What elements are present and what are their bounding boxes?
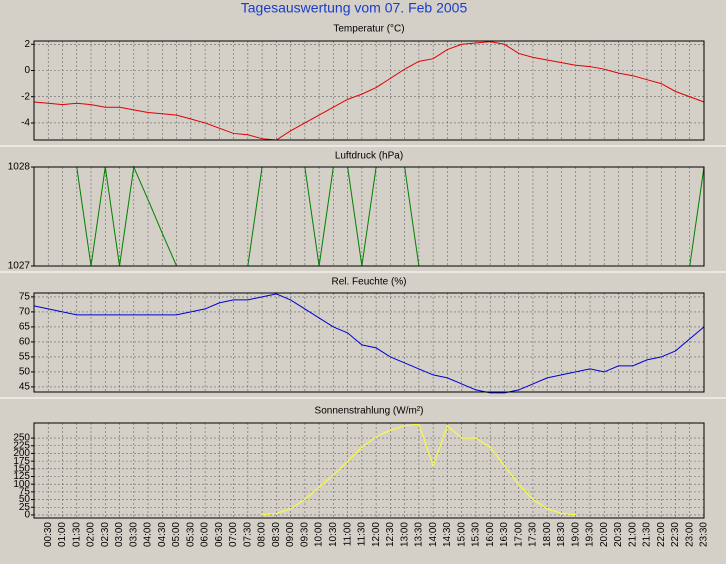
y-tick-label: 55 <box>19 352 31 363</box>
x-tick-label: 11:30 <box>357 522 368 547</box>
data-line <box>33 41 705 141</box>
x-tick-label: 08:00 <box>257 522 268 547</box>
x-tick-label: 05:00 <box>171 522 182 547</box>
y-tick-label: 250 <box>13 433 30 444</box>
x-tick-label: 18:00 <box>542 522 553 547</box>
x-tick-label: 20:00 <box>599 522 610 547</box>
y-tick-label: 50 <box>19 367 31 378</box>
y-tick-label: 0 <box>24 510 30 521</box>
y-tick-label: 225 <box>13 440 30 451</box>
x-tick-label: 12:30 <box>385 522 396 547</box>
y-tick-label: 60 <box>19 337 31 348</box>
panel-title: Rel. Feuchte (%) <box>331 277 406 288</box>
plot-border <box>33 40 705 141</box>
plot-border <box>33 292 705 393</box>
x-tick-label: 16:00 <box>485 522 496 547</box>
plot-border <box>33 422 705 519</box>
plot-area <box>34 293 704 392</box>
y-tick-label: -2 <box>21 91 30 102</box>
y-tick-label: 125 <box>13 471 30 482</box>
panel-title: Temperatur (°C) <box>333 24 404 35</box>
x-tick-label: 05:30 <box>185 522 196 547</box>
y-tick-label: 1028 <box>8 162 31 173</box>
x-tick-label: 15:00 <box>456 522 467 547</box>
x-tick-label: 21:00 <box>627 522 638 547</box>
y-tick-label: 2 <box>24 39 30 50</box>
y-tick-label: 100 <box>13 479 30 490</box>
x-tick-label: 12:00 <box>371 522 382 547</box>
x-tick-label: 19:30 <box>585 522 596 547</box>
y-tick-label: 200 <box>13 448 30 459</box>
x-tick-label: 10:30 <box>328 522 339 547</box>
x-tick-label: 01:00 <box>57 522 68 547</box>
data-line <box>262 423 576 516</box>
y-tick-label: -4 <box>21 118 30 129</box>
y-tick-label: 175 <box>13 456 30 467</box>
panel-title: Sonnenstrahlung (W/m²) <box>315 406 424 417</box>
x-tick-label: 11:00 <box>342 522 353 547</box>
x-tick-label: 17:00 <box>513 522 524 547</box>
x-tick-label: 22:30 <box>670 522 681 547</box>
x-tick-label: 10:00 <box>314 522 325 547</box>
plot-border <box>33 166 705 267</box>
x-tick-label: 04:30 <box>157 522 168 547</box>
plot-area <box>34 423 704 518</box>
x-tick-label: 07:00 <box>228 522 239 547</box>
x-tick-label: 07:30 <box>242 522 253 547</box>
x-tick-label: 09:00 <box>285 522 296 547</box>
y-tick-label: 0 <box>24 65 30 76</box>
y-tick-label: 75 <box>19 292 31 303</box>
x-tick-label: 16:30 <box>499 522 510 547</box>
x-tick-label: 08:30 <box>271 522 282 547</box>
x-tick-label: 19:00 <box>570 522 581 547</box>
panel-title: Luftdruck (hPa) <box>335 151 403 162</box>
x-tick-label: 00:30 <box>43 522 54 547</box>
y-tick-label: 65 <box>19 322 31 333</box>
x-tick-label: 13:30 <box>414 522 425 547</box>
x-tick-label: 09:30 <box>299 522 310 547</box>
x-tick-label: 06:30 <box>214 522 225 547</box>
x-tick-label: 15:30 <box>471 522 482 547</box>
x-tick-label: 02:30 <box>100 522 111 547</box>
x-tick-label: 14:00 <box>428 522 439 547</box>
y-tick-label: 150 <box>13 463 30 474</box>
x-tick-label: 23:00 <box>684 522 695 547</box>
x-tick-label: 17:30 <box>528 522 539 547</box>
x-tick-label: 06:00 <box>200 522 211 547</box>
x-tick-label: 23:30 <box>699 522 710 547</box>
y-tick-label: 45 <box>19 382 31 393</box>
x-tick-label: 01:30 <box>71 522 82 547</box>
x-tick-label: 14:30 <box>442 522 453 547</box>
data-line <box>33 293 705 394</box>
chart-title: Tagesauswertung vom 07. Feb 2005 <box>241 0 468 16</box>
y-tick-label: 1027 <box>8 261 31 272</box>
y-tick-label: 75 <box>19 487 31 498</box>
x-tick-label: 21:30 <box>642 522 653 547</box>
x-tick-label: 03:00 <box>114 522 125 547</box>
y-tick-label: 70 <box>19 307 31 318</box>
y-tick-label: 25 <box>19 502 31 513</box>
x-tick-label: 13:00 <box>399 522 410 547</box>
x-tick-label: 18:30 <box>556 522 567 547</box>
x-tick-label: 20:30 <box>613 522 624 547</box>
y-tick-label: 50 <box>19 494 31 505</box>
x-tick-label: 02:00 <box>86 522 97 547</box>
x-tick-label: 22:00 <box>656 522 667 547</box>
x-tick-label: 04:00 <box>143 522 154 547</box>
x-tick-label: 03:30 <box>128 522 139 547</box>
